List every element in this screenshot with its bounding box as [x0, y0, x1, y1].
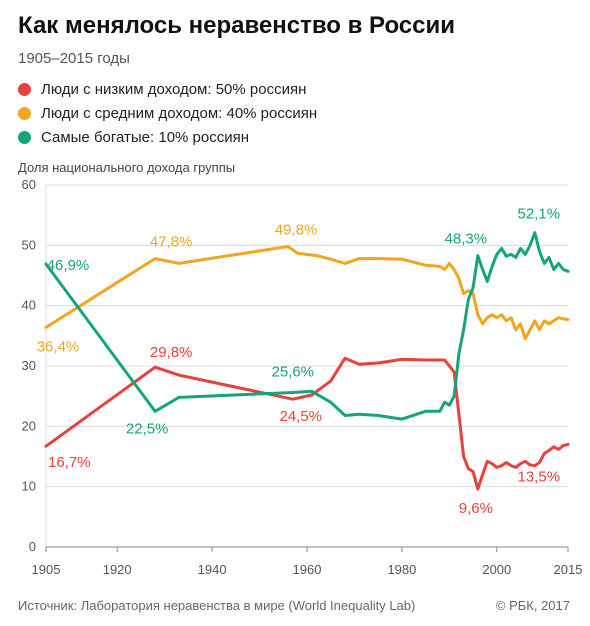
chart-lines [44, 231, 570, 491]
legend-label-middle-income: Люди с средним доходом: 40% россиян [41, 104, 318, 122]
legend-label-low-income: Люди с низким доходом: 50% россиян [41, 80, 307, 98]
x-tick-label-1920: 1920 [103, 562, 132, 577]
data-label-s2-0: 46,9% [47, 257, 90, 274]
y-tick-label-60: 60 [22, 177, 36, 192]
chart-axes: 0 10 20 30 40 50 60 1905 1920 1940 1960 1980 2000 201… [22, 177, 583, 577]
legend-item-low-income: Люди с низким доходом: 50% россиян [18, 77, 317, 101]
legend-dot-low-income [18, 82, 31, 96]
y-tick-label-20: 20 [22, 418, 36, 433]
legend-item-middle-income: Люди с средним доходом: 40% россиян [18, 101, 317, 125]
y-tick-label-10: 10 [22, 479, 36, 494]
x-tick-label-1980: 1980 [387, 562, 416, 577]
data-label-s2-3: 48,3% [445, 231, 488, 248]
x-tick-label-1905: 1905 [32, 562, 61, 577]
data-label-s2-1: 22,5% [126, 420, 169, 437]
y-tick-label-50: 50 [22, 237, 36, 252]
y-axis-label: Доля национального дохода группы [18, 160, 236, 175]
copyright: © РБК, 2017 [495, 598, 570, 613]
x-tick-label-1940: 1940 [198, 562, 227, 577]
data-label-s1-0: 36,4% [37, 338, 80, 355]
data-label-s0-2: 24,5% [279, 408, 322, 425]
data-label-s0-1: 29,8% [150, 344, 193, 361]
data-label-s0-4: 13,5% [518, 469, 561, 486]
data-label-s0-3: 9,6% [459, 500, 493, 517]
legend-item-richest: Самые богатые: 10% россиян [18, 125, 317, 149]
chart-title: Как менялось неравенство в России [18, 12, 455, 39]
legend-label-richest: Самые богатые: 10% россиян [41, 128, 250, 146]
x-tick-label-2015: 2015 [554, 562, 583, 577]
y-tick-label-0: 0 [29, 539, 36, 554]
x-tick-label-1960: 1960 [293, 562, 322, 577]
legend: Люди с низким доходом: 50% россиян Люди … [18, 77, 317, 149]
series-line-2 [44, 231, 570, 421]
chart-data-labels: 16,7% 29,8% 24,5% 9,6% 13,5% 36,4% 47,8% 49,8% 4… [37, 206, 560, 517]
legend-dot-richest [18, 130, 31, 144]
y-tick-label-40: 40 [22, 298, 36, 313]
source-note: Источник: Лаборатория неравенства в мире… [18, 598, 416, 613]
data-label-s2-4: 52,1% [518, 206, 561, 223]
chart-grid [45, 184, 568, 548]
y-tick-label-30: 30 [22, 358, 36, 373]
data-label-s1-2: 49,8% [275, 222, 318, 239]
x-tick-label-2000: 2000 [482, 562, 511, 577]
legend-dot-middle-income [18, 106, 31, 120]
data-label-s2-2: 25,6% [271, 364, 314, 381]
series-line-0 [44, 356, 570, 491]
series-line-1 [44, 245, 570, 341]
data-label-s0-0: 16,7% [48, 454, 91, 471]
data-label-s1-1: 47,8% [150, 234, 193, 251]
chart-subtitle: 1905–2015 годы [18, 50, 130, 67]
